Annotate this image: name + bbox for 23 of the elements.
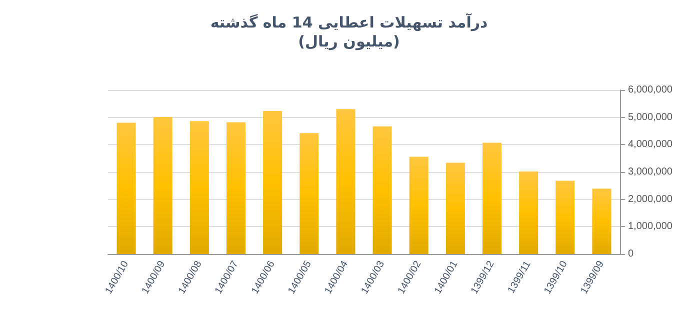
y-tick-label: 3,000,000 (628, 166, 673, 178)
bar (446, 162, 465, 254)
chart-title: درآمد تسهیلات اعطایی 14 ماه گذشته (210, 12, 488, 32)
bar (153, 117, 172, 254)
bar (116, 122, 136, 254)
bar (519, 171, 538, 254)
bar (556, 180, 575, 254)
bar (482, 142, 502, 254)
chart-subtitle: (میلیون ریال) (298, 32, 400, 50)
y-tick-label: 4,000,000 (628, 139, 673, 150)
bar (263, 111, 282, 254)
bar (409, 156, 428, 254)
bar (592, 188, 612, 254)
y-tick-label: 0 (628, 248, 634, 260)
bar (226, 122, 246, 254)
bar (372, 126, 392, 254)
bar (190, 121, 209, 254)
bar (336, 109, 356, 254)
bar (300, 133, 319, 254)
y-tick-label: 5,000,000 (628, 112, 673, 123)
y-tick-label: 6,000,000 (628, 84, 673, 96)
y-tick-label: 2,000,000 (628, 194, 673, 205)
y-tick-label: 1,000,000 (628, 221, 673, 232)
